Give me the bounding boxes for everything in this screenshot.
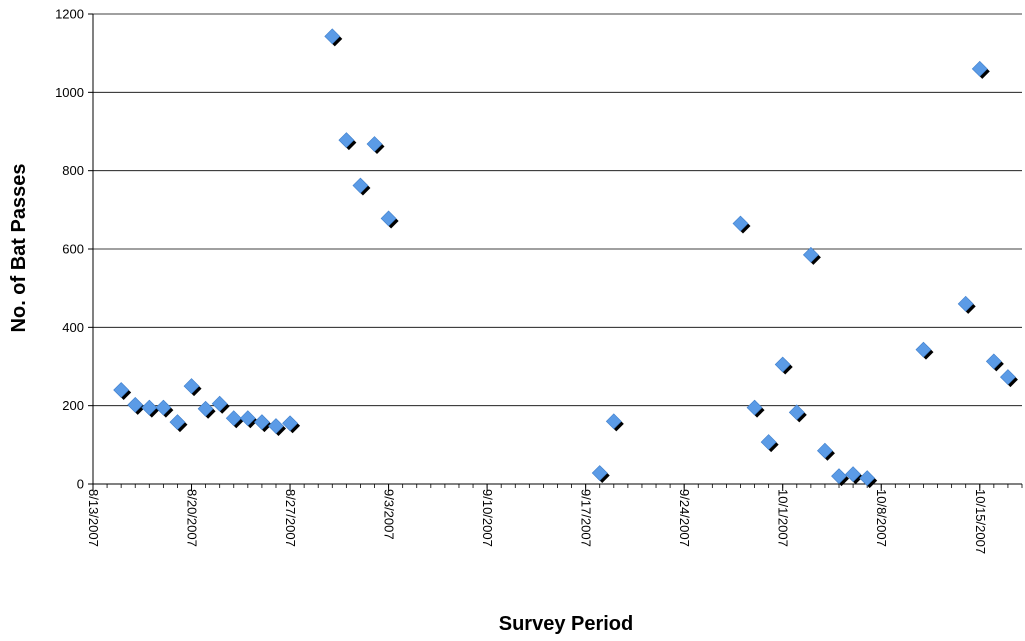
data-point: [183, 378, 202, 397]
data-point: [774, 356, 793, 375]
data-point: [225, 410, 244, 429]
x-tick-label: 10/1/2007: [776, 489, 791, 547]
data-point: [859, 470, 878, 489]
y-tick-label-800: 800: [62, 163, 84, 178]
x-axis-tick-labels: 8/13/2007 8/20/2007 8/27/2007 9/3/2007 9/10/…: [86, 489, 988, 554]
data-point-marker: [605, 413, 622, 430]
data-point-marker: [155, 399, 172, 416]
data-point-marker: [845, 466, 862, 483]
data-point: [127, 396, 146, 415]
y-axis-tick-labels: 0 200 400 600 800 1000 1200: [55, 7, 84, 492]
data-point-marker: [859, 470, 876, 487]
data-point: [915, 341, 934, 360]
data-point: [957, 295, 976, 314]
data-point: [338, 132, 357, 151]
y-tick-label-200: 200: [62, 398, 84, 413]
data-point: [268, 418, 286, 437]
data-point: [324, 28, 343, 47]
data-point-marker: [239, 410, 256, 427]
y-tick-label-1000: 1000: [55, 85, 84, 100]
data-point-marker: [324, 28, 341, 45]
data-point: [831, 468, 850, 487]
data-point: [380, 210, 399, 229]
data-point: [802, 246, 821, 265]
data-point-marker: [268, 418, 284, 434]
data-point-marker: [380, 210, 397, 227]
data-point-marker: [831, 468, 847, 485]
data-point: [605, 413, 624, 432]
data-point-marker: [985, 353, 1002, 370]
data-point-marker: [253, 414, 270, 431]
data-point-marker: [774, 356, 791, 373]
y-tick-label-1200: 1200: [55, 7, 84, 22]
data-point: [971, 60, 990, 79]
x-tick-label: 10/8/2007: [874, 489, 889, 547]
data-point: [788, 404, 807, 423]
data-point: [817, 442, 835, 461]
data-point: [732, 215, 751, 234]
data-point: [141, 399, 160, 418]
data-point-marker: [211, 395, 228, 412]
data-point: [746, 399, 765, 418]
data-point-marker: [915, 341, 932, 358]
data-point-marker: [225, 410, 242, 427]
data-point-marker: [591, 465, 608, 481]
data-point: [113, 382, 132, 400]
data-point-marker: [732, 215, 749, 232]
data-point-marker: [788, 404, 805, 421]
data-point-marker: [338, 132, 355, 149]
data-point-marker: [352, 177, 369, 194]
y-tick-label-400: 400: [62, 320, 84, 335]
data-point: [239, 410, 258, 429]
data-point-marker: [169, 414, 186, 431]
data-point-marker: [957, 295, 974, 312]
data-point: [352, 177, 371, 196]
x-tick-label: 9/3/2007: [382, 489, 397, 540]
data-point: [591, 465, 610, 484]
data-point-marker: [127, 396, 144, 413]
data-point: [155, 399, 174, 418]
data-point: [845, 466, 864, 485]
x-tick-label: 9/17/2007: [579, 489, 594, 547]
x-tick-label: 9/24/2007: [677, 489, 692, 547]
y-axis-title: No. of Bat Passes: [8, 164, 30, 333]
data-point-marker: [366, 136, 383, 152]
data-points: [113, 28, 1018, 489]
data-point: [999, 369, 1018, 388]
data-point: [985, 353, 1004, 372]
data-point: [211, 395, 230, 414]
data-point: [366, 136, 385, 155]
data-point: [760, 434, 779, 453]
x-tick-label: 8/27/2007: [283, 489, 298, 547]
data-point-marker: [802, 246, 819, 263]
data-point: [197, 400, 216, 419]
x-tick-label: 9/10/2007: [480, 489, 495, 547]
data-point-marker: [197, 400, 214, 417]
x-axis-title: Survey Period: [499, 613, 634, 635]
x-tick-label: 8/20/2007: [185, 489, 200, 547]
data-point-marker: [817, 442, 833, 459]
data-point: [282, 415, 301, 434]
gridlines: [93, 13, 1022, 407]
x-tick-label: 8/13/2007: [86, 489, 101, 547]
data-point-marker: [183, 378, 200, 395]
data-point-marker: [999, 369, 1016, 385]
data-point: [253, 414, 272, 433]
y-tick-label-0: 0: [77, 477, 84, 492]
y-tick-label-600: 600: [62, 242, 84, 257]
data-point-marker: [141, 399, 158, 416]
x-tick-label: 10/15/2007: [973, 489, 988, 554]
data-point-marker: [746, 399, 763, 416]
data-point-marker: [760, 434, 777, 451]
data-point-marker: [282, 415, 298, 432]
data-point-marker: [971, 60, 988, 77]
data-point: [169, 414, 188, 433]
data-point-marker: [113, 382, 130, 398]
